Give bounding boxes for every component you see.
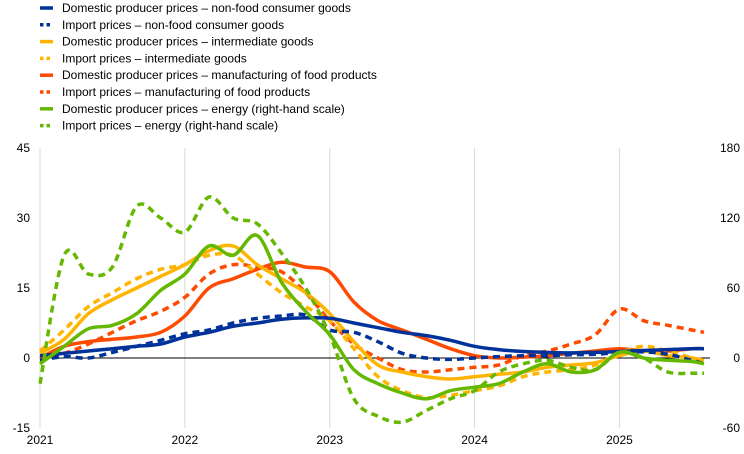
series-line (39, 312, 705, 366)
y-tick-label-right: 60 (727, 281, 741, 295)
x-tick-label: 2022 (172, 433, 199, 447)
x-tick-label: 2024 (461, 433, 488, 447)
legend-item: Import prices – non-food consumer goods (40, 18, 284, 32)
x-tick-label: 2025 (606, 433, 633, 447)
legend-item: Domestic producer prices – intermediate … (40, 35, 313, 49)
series-line (39, 243, 705, 381)
legend-label: Import prices – energy (right-hand scale… (62, 119, 278, 133)
y-tick-label-left: -15 (13, 421, 31, 435)
y-tick-label-right: 180 (720, 141, 740, 155)
legend-label: Domestic producer prices – energy (right… (62, 102, 345, 116)
y-tick-label-right: -60 (723, 421, 741, 435)
legend-item: Import prices – manufacturing of food pr… (40, 85, 310, 99)
legend-item: Import prices – energy (right-hand scale… (40, 119, 278, 133)
legend-item: Domestic producer prices – energy (right… (40, 102, 345, 116)
series-line (39, 260, 705, 360)
series-line (38, 195, 705, 425)
x-tick-label: 2021 (27, 433, 54, 447)
series-line (39, 262, 705, 374)
y-tick-label-left: 0 (23, 351, 30, 365)
legend: Domestic producer prices – non-food cons… (40, 1, 377, 133)
series-line (38, 251, 705, 400)
x-tick-label: 2023 (316, 433, 343, 447)
series-line (38, 233, 705, 401)
legend-label: Domestic producer prices – manufacturing… (62, 68, 377, 82)
legend-label: Import prices – manufacturing of food pr… (62, 85, 310, 99)
legend-item: Domestic producer prices – non-food cons… (40, 1, 351, 15)
legend-label: Domestic producer prices – intermediate … (62, 35, 313, 49)
gridlines (39, 148, 710, 428)
y-tick-label-left: 30 (17, 211, 31, 225)
legend-item: Domestic producer prices – manufacturing… (40, 68, 377, 82)
legend-label: Domestic producer prices – non-food cons… (62, 1, 351, 15)
y-tick-label-left: 15 (17, 281, 31, 295)
y-tick-label-right: 120 (720, 211, 740, 225)
y-tick-label-left: 45 (17, 141, 31, 155)
legend-label: Import prices – non-food consumer goods (62, 18, 284, 32)
axes: 2021 2022 2023 2024 2025 -15 0 15 30 45 -60 0 60 120 1… (13, 141, 741, 447)
series-group (38, 195, 705, 425)
legend-item: Import prices – intermediate goods (40, 51, 247, 65)
y-tick-label-right: 0 (733, 351, 740, 365)
legend-label: Import prices – intermediate goods (62, 51, 247, 65)
